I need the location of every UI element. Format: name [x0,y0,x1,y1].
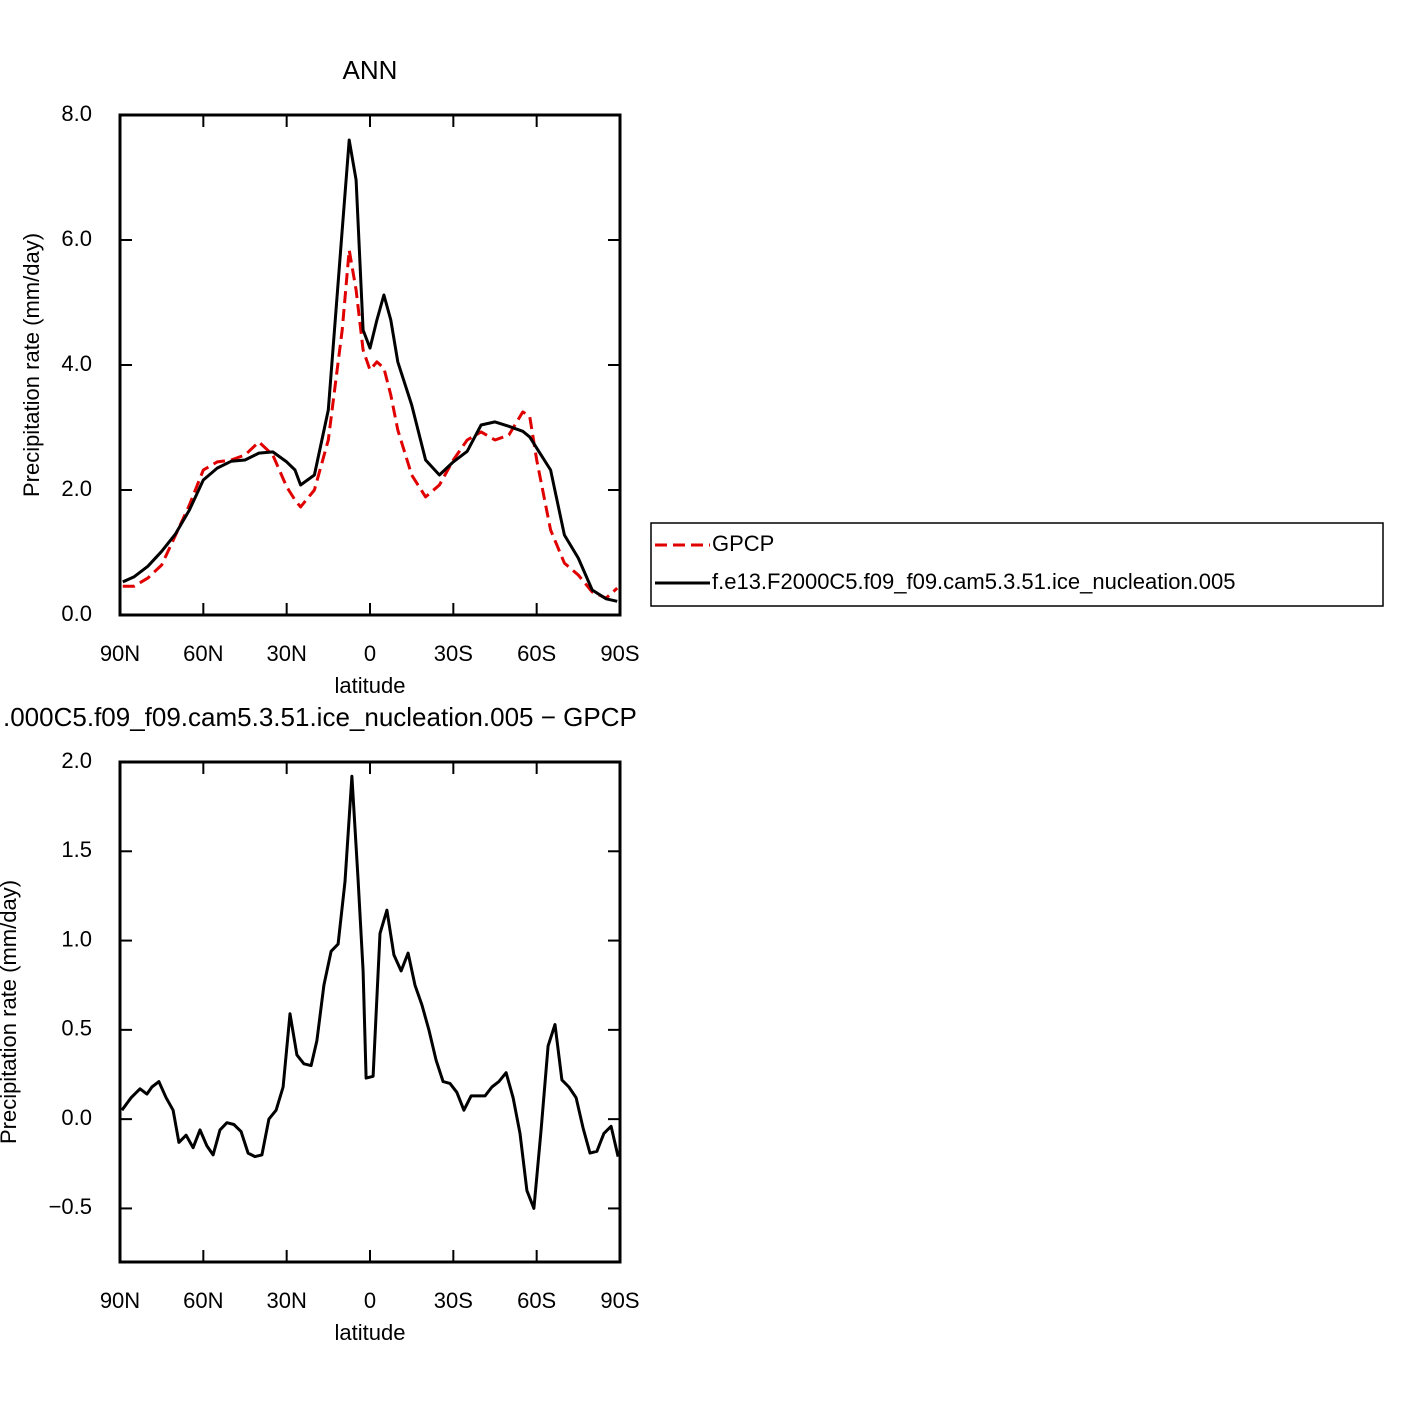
y-tick-label: 8.0 [61,101,92,126]
y-tick-label: 0.0 [61,1105,92,1130]
x-axis-label: latitude [335,673,406,698]
chart-title: ANN [343,55,398,85]
x-tick-label: 30N [266,1288,306,1313]
y-axis-label: Precipitation rate (mm/day) [19,233,44,497]
y-tick-label: 6.0 [61,226,92,251]
x-tick-label: 60N [183,1288,223,1313]
x-tick-label: 30N [266,641,306,666]
y-tick-label: 2.0 [61,748,92,773]
x-tick-label: 90S [600,641,639,666]
x-tick-label: 0 [364,641,376,666]
y-tick-label: 1.0 [61,926,92,951]
x-tick-label: 0 [364,1288,376,1313]
plot-frame [118,760,622,1264]
y-tick-label: 2.0 [61,476,92,501]
legend-label: f.e13.F2000C5.f09_f09.cam5.3.51.ice_nucl… [712,569,1236,594]
x-tick-label: 60S [517,1288,556,1313]
legend-label: GPCP [712,531,774,556]
y-axis-label: Precipitation rate (mm/day) [0,880,21,1144]
x-tick-label: 30S [434,641,473,666]
legend-box [650,522,1384,607]
plot-frame [118,113,622,617]
y-tick-label: 1.5 [61,837,92,862]
data-line [122,248,619,600]
x-axis-label: latitude [335,1320,406,1345]
x-tick-label: 90N [100,1288,140,1313]
data-line [122,138,618,603]
x-tick-label: 90N [100,641,140,666]
x-tick-label: 30S [434,1288,473,1313]
x-tick-label: 60S [517,641,556,666]
x-tick-label: 60N [183,641,223,666]
data-line [120,774,620,1210]
chart-title: .000C5.f09_f09.cam5.3.51.ice_nucleation.… [3,702,637,732]
y-tick-label: 0.0 [61,601,92,626]
y-tick-label: 4.0 [61,351,92,376]
x-tick-label: 90S [600,1288,639,1313]
y-tick-label: 0.5 [61,1016,92,1041]
y-tick-label: −0.5 [49,1194,92,1219]
